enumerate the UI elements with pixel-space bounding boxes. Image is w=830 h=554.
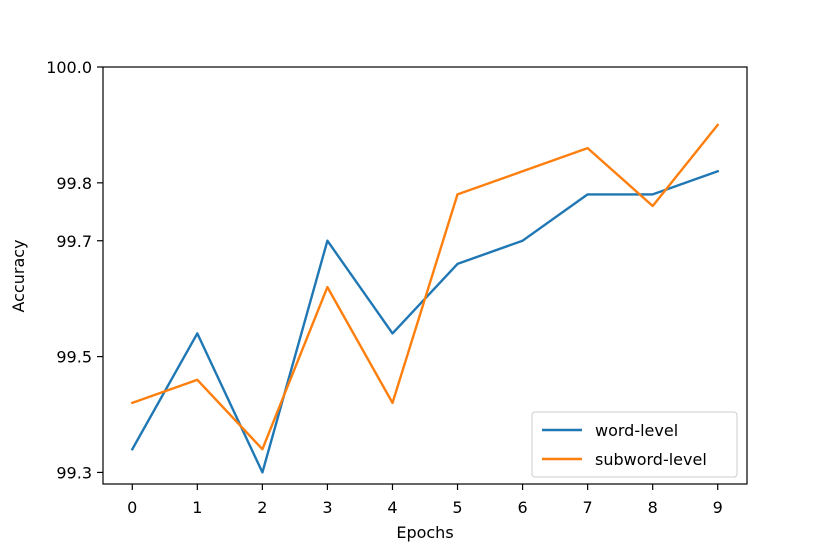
- x-tick-label: 1: [192, 498, 202, 517]
- x-tick-label: 9: [713, 498, 723, 517]
- x-tick-label: 8: [648, 498, 658, 517]
- x-tick-label: 4: [387, 498, 397, 517]
- x-axis-label: Epochs: [396, 523, 453, 542]
- x-tick-label: 7: [583, 498, 593, 517]
- x-tick-label: 2: [257, 498, 267, 517]
- y-tick-label: 99.8: [56, 174, 92, 193]
- x-tick-label: 6: [517, 498, 527, 517]
- legend-label-subword-level: subword-level: [595, 450, 707, 469]
- series-lines: [130, 123, 720, 474]
- legend-label-word-level: word-level: [595, 421, 678, 440]
- y-tick-label: 99.5: [56, 348, 92, 367]
- x-tick-label: 3: [322, 498, 332, 517]
- legend-box: [531, 411, 738, 478]
- y-tick-label: 99.3: [56, 463, 92, 482]
- y-tick-label: 100.0: [46, 58, 92, 77]
- y-tick-label: 99.7: [56, 232, 92, 251]
- x-axis-ticks: 0 1 2 3 4 5 6 7 8 9: [127, 484, 723, 517]
- y-axis-ticks: 99.3 99.5 99.7 99.8 100.0: [46, 58, 103, 482]
- legend: word-level subword-level: [531, 411, 738, 478]
- series-line-subword-level: [130, 123, 720, 451]
- x-tick-label: 5: [452, 498, 462, 517]
- plot-area-frame: [102, 66, 748, 485]
- x-tick-label: 0: [127, 498, 137, 517]
- y-axis-label: Accuracy: [9, 239, 28, 312]
